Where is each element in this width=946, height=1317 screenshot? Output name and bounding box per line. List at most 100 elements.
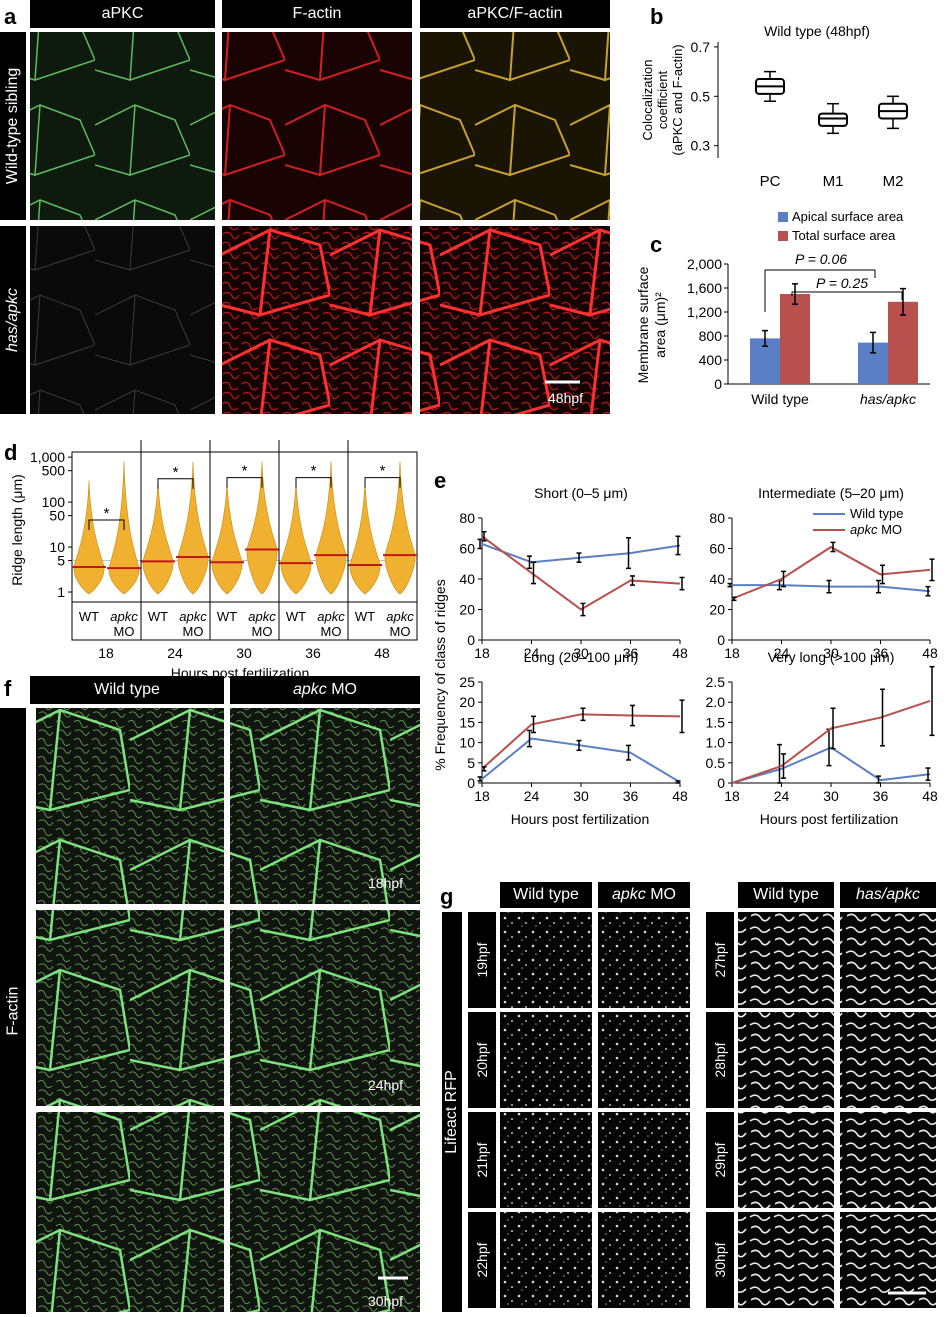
panel-f-tp-24: 24hpf [368, 1077, 404, 1093]
panel-e-ytick-label: 5 [467, 755, 475, 771]
panel-f-header-wt: Wild type [30, 676, 224, 704]
panel-e-ytick-label: 0.5 [706, 755, 726, 771]
panel-e-xtick-label: 48 [922, 645, 938, 661]
panel-e-chart: % Frequency of class of ridges Short (0–… [432, 485, 938, 827]
panel-e-series-wt [731, 728, 931, 784]
g-tile-wt-left [500, 912, 592, 1008]
panel-c-ylabel: Membrane surface area (μm)² [635, 266, 668, 383]
panel-c-ytick-label: 1,200 [687, 304, 722, 320]
panel-e-xtick-label: 48 [672, 645, 688, 661]
panel-g-row-label: Lifeact RFP [442, 912, 462, 1312]
panel-f-images [36, 708, 420, 1312]
g-tp-left: 22hpf [474, 1242, 490, 1277]
panel-e-ytick-label: 80 [709, 510, 725, 526]
panel-c-chart: Apical surface area Total surface area M… [635, 209, 930, 407]
panel-e-xtick-label: 48 [672, 788, 688, 804]
panel-b-label: b [650, 4, 664, 29]
panel-d-mo-label-bottom: MO [114, 624, 135, 639]
panel-e-ytick-label: 15 [459, 714, 475, 730]
panel-e-ytick-label: 40 [709, 571, 725, 587]
violin-48-mo [383, 461, 417, 595]
panel-d-ytick-label: 5 [57, 553, 65, 569]
panel-d-wt-label: WT [355, 609, 375, 624]
panel-d-ytick-label: 50 [49, 508, 65, 524]
panel-d-ylabel: Ridge length (μm) [9, 474, 25, 586]
panel-e-xtick-label: 36 [873, 788, 889, 804]
sig-bracket-d-48: * [364, 463, 401, 488]
svg-text:*: * [242, 463, 248, 480]
panel-e-xtick-label: 18 [474, 645, 490, 661]
panel-d-mo-label-bottom: MO [183, 624, 204, 639]
box-M2 [878, 95, 908, 130]
panel-e-xtick-label: 36 [623, 788, 639, 804]
panel-e-xtick-label: 30 [573, 645, 589, 661]
panel-e-ytick-label: 1.5 [706, 714, 726, 730]
svg-text:*: * [173, 464, 179, 481]
p-value-total: P = 0.25 [816, 275, 868, 291]
panel-d-ytick-label: 1,000 [30, 449, 65, 465]
panel-e-subplot-2: Long (20–100 μm) 25 20 15 10 5 018 24 30 36 48 [459, 649, 688, 804]
g-tile-wt-left [500, 1112, 592, 1208]
panel-b-ylabel: Colocalization coefficient (aPKC and F-a… [640, 44, 685, 155]
panel-d-ytick-label: 10 [49, 539, 65, 555]
panel-d-wt-label: WT [79, 609, 99, 624]
panel-e-ytick-label: 40 [459, 571, 475, 587]
panel-e-subplot-title: Intermediate (5–20 μm) [758, 485, 904, 501]
panel-e-ytick-label: 1.0 [706, 735, 726, 751]
panel-c-label: c [650, 232, 663, 257]
sig-bracket-d-24: * [157, 464, 194, 489]
panel-c-ytick-label: 1,600 [687, 280, 722, 296]
g-tile-mo [598, 1212, 690, 1308]
panel-e-subplot-title: Long (20–100 μm) [524, 649, 639, 665]
panel-e-xtick-label: 36 [623, 645, 639, 661]
p-value-apical: P = 0.06 [795, 251, 847, 267]
panel-b-ytick-label: 0.7 [691, 39, 711, 55]
panel-g-header-mo: apkc MO [598, 882, 690, 908]
panel-e-subplot-1: Intermediate (5–20 μm) 80 60 40 20 018 24 30 36 4… [709, 485, 938, 661]
panel-e-ytick-label: 2.5 [706, 674, 726, 690]
panel-d-group-30: 30 [236, 645, 252, 661]
violin-36-mo [314, 461, 348, 595]
panel-g-images: 19hpf 27hpf 20hpf 28hpf 21hpf 29hpf 22hpf 30hpf [468, 912, 936, 1308]
panel-e-series-wt [477, 729, 681, 784]
panel-a-header-apkc: aPKC [30, 0, 215, 28]
g-tp-left: 20hpf [474, 1042, 490, 1077]
legend-label-apical: Apical surface area [792, 209, 904, 224]
panel-e-xlabel-right: Hours post fertilization [760, 811, 899, 827]
panel-e-ytick-label: 80 [459, 510, 475, 526]
g-tile-has [840, 1012, 936, 1108]
g-tile-has [840, 912, 936, 1008]
sig-bracket-d-30: * [226, 463, 263, 488]
violin-36-wt [279, 480, 313, 595]
panel-e-ytick-label: 20 [709, 602, 725, 618]
panel-f-header-mo: apkc MO [230, 676, 420, 704]
panel-e-subplot-title: Short (0–5 μm) [534, 485, 628, 501]
panel-e-ytick-label: 60 [459, 541, 475, 557]
g-tp-right: 27hpf [712, 942, 728, 977]
g-tile-wt-left [500, 1012, 592, 1108]
panel-e-series-mo [731, 541, 935, 602]
panel-c-ytick-label: 800 [699, 328, 723, 344]
legend-label-wt: Wild type [850, 506, 903, 521]
panel-d-group-18: 18 [98, 645, 114, 661]
panel-e-xtick-label: 30 [823, 788, 839, 804]
bar-apical-1 [858, 331, 888, 384]
svg-text:*: * [104, 505, 110, 522]
legend-label-total: Total surface area [792, 228, 896, 243]
g-tp-right: 30hpf [712, 1242, 728, 1277]
box-M1 [818, 102, 848, 135]
panel-e-subplot-title: Very long (>100 μm) [768, 649, 895, 665]
panel-c-cat-wt: Wild type [751, 391, 809, 407]
panel-a-row-label-has: has/apkc [0, 226, 26, 414]
svg-text:Membrane surface: Membrane surface [635, 266, 651, 383]
panel-b-ytick-label: 0.5 [691, 88, 711, 104]
panel-e-xtick-label: 48 [922, 788, 938, 804]
panel-d-wt-label: WT [217, 609, 237, 624]
panel-a-header-factin: F-actin [222, 0, 412, 28]
panel-b-title: Wild type (48hpf) [764, 23, 870, 39]
panel-e-xtick-label: 30 [823, 645, 839, 661]
bar-total-0 [780, 283, 810, 384]
panel-e-subplot-3: Very long (>100 μm) 2.5 2.0 1.5 1.0 0.5 018 24 3… [706, 649, 938, 804]
g-tile-has [840, 1112, 936, 1208]
panel-d-mo-label-top: apkc [110, 609, 138, 624]
